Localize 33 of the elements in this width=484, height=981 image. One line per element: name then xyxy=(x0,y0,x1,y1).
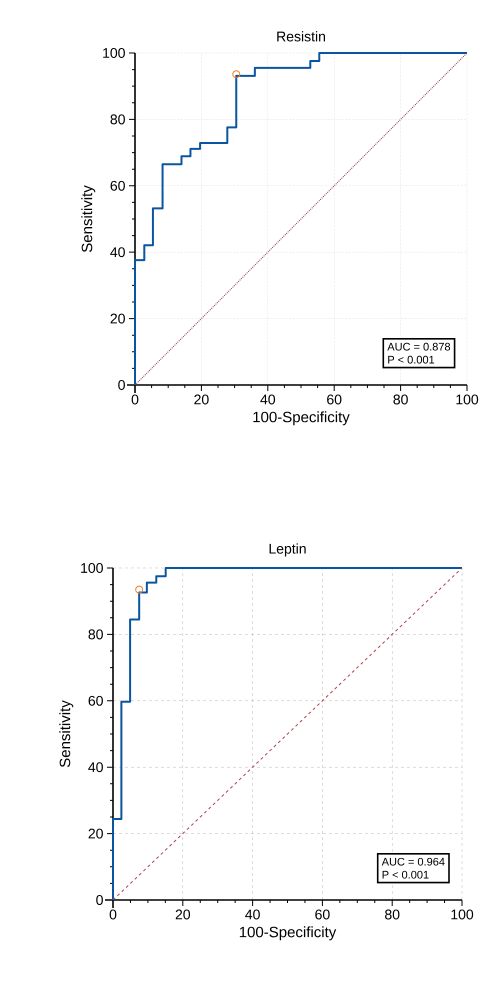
x-axis-title: 100-Specificity xyxy=(253,411,350,426)
x-axis-title: 100-Specificity xyxy=(240,926,336,940)
y-tick-label: 60 xyxy=(88,696,103,706)
x-tick-label: 60 xyxy=(315,910,330,920)
annotation: P < 0.001 xyxy=(382,870,429,879)
y-tick-label: 80 xyxy=(110,114,125,124)
y-tick-label: 0 xyxy=(96,895,103,905)
y-axis-title: Sensitivity xyxy=(59,700,74,768)
y-tick-label: 100 xyxy=(81,563,103,573)
x-tick-label: 100 xyxy=(451,910,474,920)
annotation: P < 0.001 xyxy=(388,356,434,364)
y-tick-label: 40 xyxy=(110,247,125,258)
y-tick-label: 80 xyxy=(88,629,103,640)
annotation: AUC = 0.964 xyxy=(382,858,445,866)
x-tick-label: 80 xyxy=(393,394,408,404)
annotation: AUC = 0.878 xyxy=(387,342,450,351)
x-tick-label: 60 xyxy=(327,394,342,404)
x-tick-label: 40 xyxy=(260,394,276,404)
x-tick-label: 80 xyxy=(385,910,400,920)
y-tick-label: 40 xyxy=(88,762,103,772)
x-tick-label: 20 xyxy=(194,394,209,404)
y-tick-label: 0 xyxy=(118,380,125,390)
x-tick-label: 0 xyxy=(132,394,138,404)
chart-title: Resistin xyxy=(277,31,325,42)
y-tick-label: 100 xyxy=(103,48,125,58)
y-axis-title: Sensitivity xyxy=(81,185,96,252)
chart-title: Leptin xyxy=(270,543,306,556)
x-tick-label: 20 xyxy=(176,910,190,920)
y-tick-label: 60 xyxy=(110,180,125,191)
x-tick-label: 40 xyxy=(245,910,260,920)
y-tick-label: 20 xyxy=(88,828,103,839)
y-tick-label: 20 xyxy=(110,314,125,324)
x-tick-label: 100 xyxy=(456,394,478,404)
